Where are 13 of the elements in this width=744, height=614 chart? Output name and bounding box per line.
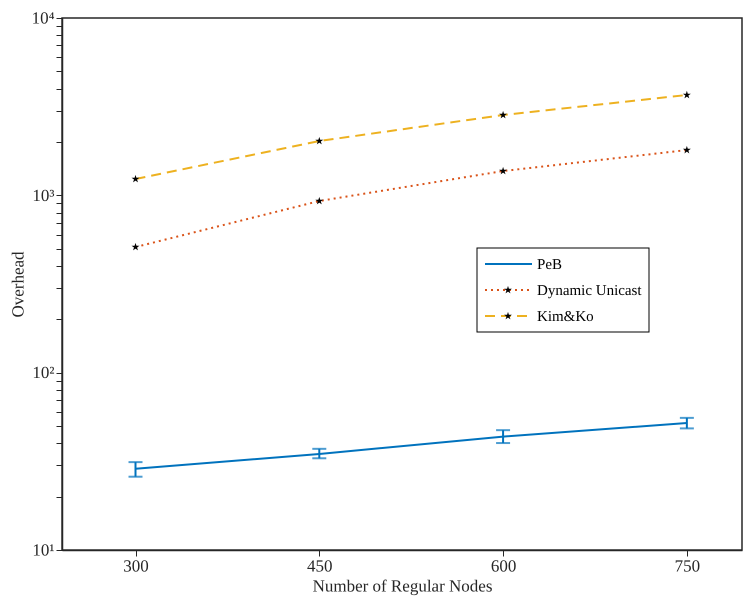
y-axis-title: Overhead xyxy=(8,250,28,318)
y-tick-label: 10³ xyxy=(32,186,54,205)
x-axis-title: Number of Regular Nodes xyxy=(312,576,492,596)
y-tick-label: 10² xyxy=(32,363,54,382)
y-tick-label: 10¹ xyxy=(32,540,54,560)
x-tick-label: 750 xyxy=(674,556,700,576)
legend-label: Dynamic Unicast xyxy=(537,283,642,299)
y-tick-label: 10⁴ xyxy=(32,8,55,28)
legend-label: Kim&Ko xyxy=(537,309,594,325)
legend-label: PeB xyxy=(537,257,562,273)
x-tick-label: 600 xyxy=(490,556,516,576)
x-tick-label: 450 xyxy=(307,556,333,576)
x-tick-label: 300 xyxy=(123,556,149,576)
